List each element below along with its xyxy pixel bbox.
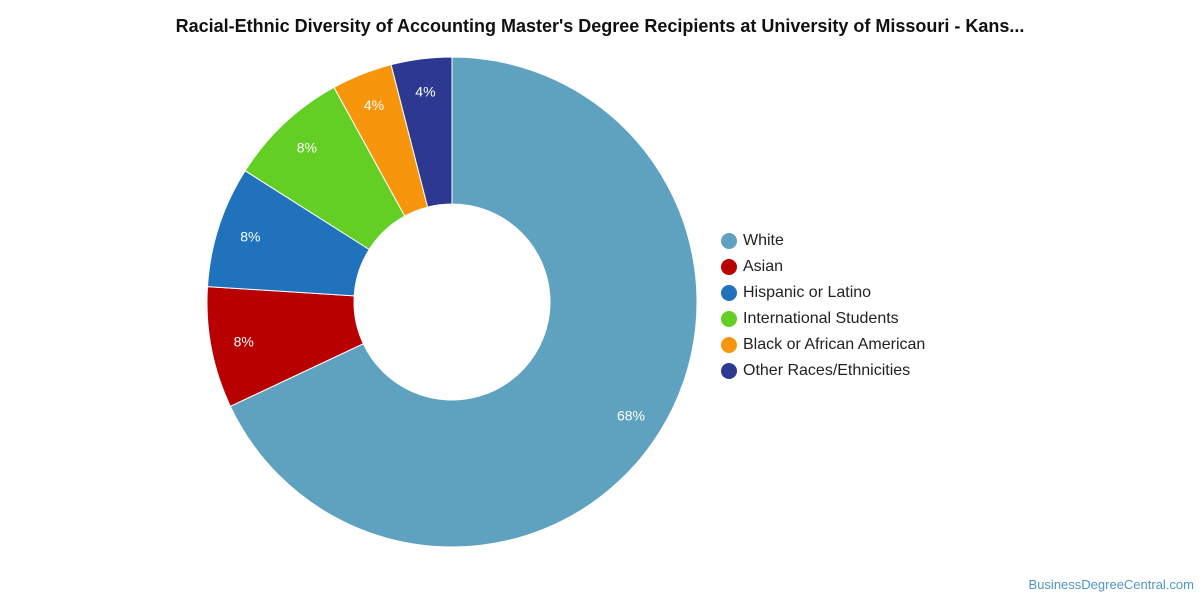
legend-swatch <box>721 285 737 301</box>
slice-other-races-ethnicities[interactable] <box>390 56 453 208</box>
source-credit[interactable]: BusinessDegreeCentral.com <box>1028 577 1194 592</box>
donut-slices <box>206 56 698 548</box>
legend-swatch <box>721 363 737 379</box>
legend-swatch <box>721 311 737 327</box>
legend-item-white[interactable]: White <box>721 228 925 254</box>
legend-item-international-students[interactable]: International Students <box>721 306 925 332</box>
legend-label: White <box>743 232 784 249</box>
legend-swatch <box>721 259 737 275</box>
legend-item-hispanic-or-latino[interactable]: Hispanic or Latino <box>721 280 925 306</box>
slice-label-other-races-ethnicities: 4% <box>415 84 435 100</box>
slice-white[interactable] <box>229 56 698 548</box>
legend-label: Black or African American <box>743 336 926 353</box>
legend-item-black-or-african-american[interactable]: Black or African American <box>721 332 925 358</box>
legend-label: Other Races/Ethnicities <box>743 362 911 379</box>
slice-labels: 68% 8% 8% 8% 4% 4% <box>234 84 645 424</box>
chart-legend: White Asian Hispanic or Latino Internationa… <box>721 228 925 384</box>
legend-label: International Students <box>743 310 899 327</box>
legend-swatch <box>721 233 737 249</box>
slice-label-white: 68% <box>617 408 645 424</box>
slice-label-hispanic-or-latino: 8% <box>240 228 260 244</box>
slice-label-black-or-african-american: 4% <box>364 97 384 113</box>
slice-label-international-students: 8% <box>297 139 317 155</box>
legend-item-asian[interactable]: Asian <box>721 254 925 280</box>
legend-item-other-races-ethnicities[interactable]: Other Races/Ethnicities <box>721 358 925 384</box>
chart-title: Racial-Ethnic Diversity of Accounting Ma… <box>175 16 1025 36</box>
legend-label: Hispanic or Latino <box>743 284 872 301</box>
legend-label: Asian <box>743 258 784 275</box>
slice-label-asian: 8% <box>234 334 254 350</box>
legend-swatch <box>721 337 737 353</box>
